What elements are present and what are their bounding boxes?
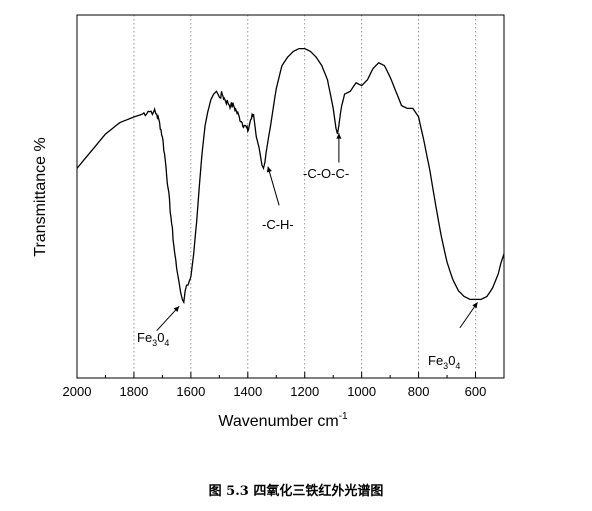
x-axis-label-superscript: -1	[339, 411, 348, 422]
x-tick-label-1600: 1600	[176, 384, 205, 399]
x-axis-label: Wavenumber cm-1	[218, 411, 348, 430]
c-o-c-label: -C-O-C-	[303, 166, 349, 181]
x-tick-label-1200: 1200	[290, 384, 319, 399]
fe3o4-1627-label: Fe304	[137, 330, 169, 348]
fe3o4-1627-arrow-head	[173, 306, 180, 312]
x-tick-label-1400: 1400	[233, 384, 262, 399]
x-axis-label-text: Wavenumber cm	[218, 413, 338, 430]
spectrum-line	[76, 47, 505, 305]
x-tick-label-800: 800	[408, 384, 430, 399]
x-tick-label-1000: 1000	[347, 384, 376, 399]
fe3o4-600-label: Fe304	[428, 353, 460, 371]
c-h-arrow-head	[266, 166, 272, 173]
plot-frame	[76, 14, 505, 379]
x-tick-label-2000: 2000	[63, 384, 92, 399]
annotations: Fe304 -C-H- -C-O-C- Fe304	[137, 133, 478, 371]
y-axis-label: Transmittance %	[32, 137, 49, 256]
x-tick-label-1800: 1800	[119, 384, 148, 399]
x-tick-label-600: 600	[465, 384, 487, 399]
grid-lines	[133, 15, 476, 378]
figure-caption: 图 5.3 四氧化三铁红外光谱图	[208, 484, 384, 499]
c-o-c-arrow-head	[336, 133, 342, 139]
c-h-label: -C-H-	[262, 217, 294, 232]
x-axis-ticks: 2000 1800 1600 1400 1200 1000 800 600	[63, 372, 487, 399]
fe3o4-600-arrow-head	[472, 302, 478, 309]
fe3o4-1627-arrow-line	[156, 305, 180, 332]
c-h-arrow-line	[267, 166, 280, 206]
